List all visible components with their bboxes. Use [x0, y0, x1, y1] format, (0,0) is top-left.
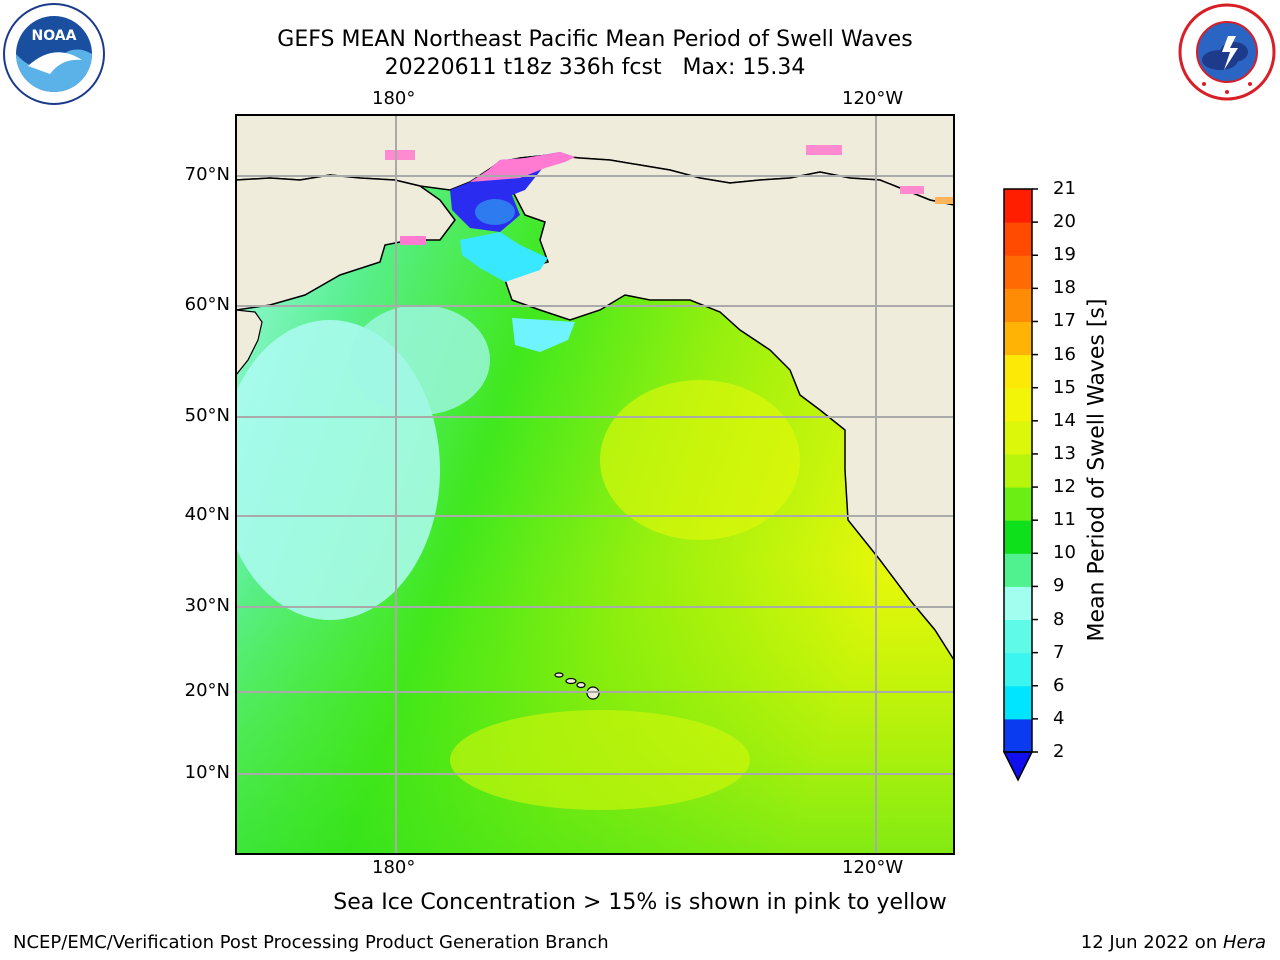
colorbar-segment [1004, 189, 1032, 223]
land-kamchatka [236, 309, 263, 376]
colorbar-segment [1004, 321, 1032, 356]
colorbar-label: Mean Period of Swell Waves [s] [1084, 298, 1110, 642]
colorbar-tick-label: 8 [1053, 608, 1065, 630]
sea-ice-patch [806, 145, 842, 155]
sea-ice-patch [900, 186, 924, 194]
colorbar-segment [1004, 354, 1032, 389]
colorbar-segment [1004, 255, 1032, 289]
sea-ice-chukchi-edge [470, 152, 575, 182]
bristol-bay-cyan [512, 318, 575, 352]
cyan-swell-region [350, 305, 490, 415]
colorbar-segment [1004, 685, 1032, 720]
lat-label-30n: 30°N [184, 595, 230, 616]
colorbar-segment [1004, 520, 1032, 554]
colorbar [1002, 188, 1038, 782]
colorbar-tick-label: 4 [1053, 707, 1065, 729]
yellow-swell-region [600, 380, 800, 540]
colorbar-tick-label: 12 [1053, 476, 1076, 498]
footer-host: Hera [1222, 932, 1266, 953]
footer-credit: NCEP/EMC/Verification Post Processing Pr… [13, 932, 609, 953]
footer-date: 12 Jun 2022 on Hera [1081, 932, 1266, 953]
colorbar-tick-label: 17 [1053, 310, 1076, 332]
colorbar-tick-label: 20 [1053, 211, 1076, 233]
hawaiian-islands [554, 672, 600, 700]
nws-logo [1178, 3, 1276, 101]
colorbar-tick-label: 11 [1053, 509, 1076, 531]
sea-ice-chukchi-core [475, 199, 515, 225]
colorbar-segment [1004, 420, 1032, 455]
yellow-swell-region [450, 710, 750, 810]
colorbar-segment [1004, 453, 1032, 488]
colorbar-tick-label: 19 [1053, 244, 1076, 266]
colorbar-tick-label: 13 [1053, 442, 1076, 464]
noaa-logo: NOAA [3, 3, 105, 105]
lat-label-70n: 70°N [184, 164, 230, 185]
lon-label-top-120w: 120°W [842, 88, 904, 109]
colorbar-extend-min [1002, 751, 1034, 782]
colorbar-tick-label: 9 [1053, 575, 1065, 597]
colorbar-segment [1004, 487, 1032, 521]
colorbar-segment [1004, 718, 1032, 753]
lon-label-bottom-120w: 120°W [842, 857, 904, 878]
footer-date-text: 12 Jun 2022 on [1080, 932, 1223, 953]
colorbar-tick-label: 16 [1053, 343, 1076, 365]
sea-ice-patch [385, 150, 415, 160]
lat-label-60n: 60°N [184, 294, 230, 315]
map-frame [235, 114, 955, 855]
graticule [236, 115, 954, 854]
colorbar-segment [1004, 652, 1032, 687]
svg-text:NOAA: NOAA [32, 28, 77, 44]
colorbar-segment [1004, 288, 1032, 322]
colorbar-tick-label: 2 [1053, 741, 1065, 762]
colorbar-segment [1004, 222, 1032, 256]
bering-strait-cyan [460, 232, 548, 282]
colorbar-segment [1004, 553, 1032, 587]
lat-label-10n: 10°N [184, 762, 230, 783]
lat-label-50n: 50°N [184, 405, 230, 426]
colorbar-tick-label: 21 [1053, 178, 1076, 199]
sea-ice-patch [935, 197, 954, 204]
lat-label-40n: 40°N [184, 504, 230, 525]
colorbar-segment [1004, 387, 1032, 422]
colorbar-segment [1004, 619, 1032, 654]
colorbar-tick-label: 15 [1053, 376, 1076, 398]
chart-title: GEFS MEAN Northeast Pacific Mean Period … [277, 27, 913, 52]
colorbar-frame [1003, 188, 1033, 753]
sea-ice-patch [400, 236, 426, 245]
colorbar-tick-label: 18 [1053, 277, 1076, 299]
sea-ice-note: Sea Ice Concentration > 15% is shown in … [333, 890, 947, 915]
colorbar-tick-label: 7 [1053, 641, 1065, 663]
lat-label-20n: 20°N [184, 680, 230, 701]
lon-label-top-180: 180° [372, 88, 416, 109]
colorbar-tick-label: 14 [1053, 409, 1076, 431]
colorbar-tick-label: 10 [1053, 542, 1076, 564]
colorbar-segment [1004, 586, 1032, 621]
colorbar-tick-label: 6 [1053, 674, 1065, 696]
chart-subtitle: 20220611 t18z 336h fcst Max: 15.34 [384, 55, 806, 80]
lon-label-bottom-180: 180° [372, 857, 416, 878]
